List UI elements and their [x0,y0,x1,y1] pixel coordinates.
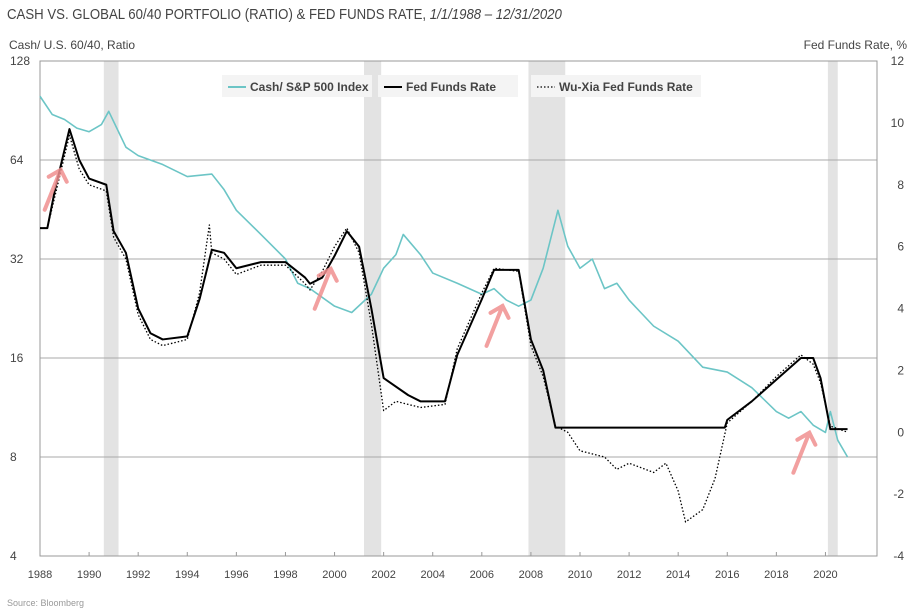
x-tick-label: 2004 [420,569,444,581]
legend-bg [378,75,518,97]
x-tick-label: 1998 [273,569,297,581]
right-axis-label: Fed Funds Rate, % [803,38,907,52]
right-tick-label: 12 [891,54,905,68]
right-tick-label: 0 [897,425,904,439]
source-note: Source: Bloomberg [7,598,85,608]
x-tick-label: 2000 [322,569,346,581]
x-tick-label: 2016 [715,569,739,581]
recession-band [103,61,119,556]
x-tick-label: 1994 [175,569,199,581]
x-tick-label: 1990 [77,569,101,581]
right-tick-label: 2 [897,363,904,377]
left-tick-label: 32 [10,252,24,266]
recession-band [528,61,566,556]
red-arrow-annotation [484,303,511,348]
red-arrow-annotation [42,166,69,212]
left-tick-label: 4 [10,549,17,563]
right-tick-label: -2 [893,487,904,501]
legend-label-1: Fed Funds Rate [406,80,496,94]
x-tick-label: 2018 [764,569,788,581]
left-tick-label: 128 [10,54,30,68]
x-tick-label: 2012 [617,569,641,581]
left-tick-label: 64 [10,153,24,167]
x-tick-label: 1992 [126,569,150,581]
x-tick-label: 1988 [28,569,52,581]
right-tick-label: 10 [891,116,905,130]
x-tick-label: 2008 [519,569,543,581]
chart-title: CASH VS. GLOBAL 60/40 PORTFOLIO (RATIO) … [7,6,562,23]
x-tick-label: 2006 [470,569,494,581]
plot-frame [39,60,878,557]
right-tick-label: -4 [893,549,904,563]
x-tick-label: 2010 [568,569,592,581]
right-tick-label: 4 [897,302,904,316]
right-tick-label: 6 [897,240,904,254]
recession-band [364,61,382,556]
x-tick-label: 2014 [666,569,690,581]
series-line-0 [39,95,849,458]
x-tick-label: 1996 [224,569,248,581]
red-arrow-annotation [791,429,818,475]
red-arrow-annotation [312,265,339,311]
legend-label-2: Wu-Xia Fed Funds Rate [559,80,693,94]
left-tick-label: 16 [10,351,24,365]
x-tick-label: 2002 [371,569,395,581]
legend-label-0: Cash/ S&P 500 Index [250,80,369,94]
legend-bg [531,75,701,97]
series-line-2 [40,134,848,523]
x-tick-label: 2020 [813,569,837,581]
right-tick-label: 8 [897,178,904,192]
left-tick-label: 8 [10,450,17,464]
recession-band [827,61,838,556]
legend-bg [222,75,372,97]
chart-subtitle: 1/1/1988 – 12/31/2020 [429,6,562,23]
left-axis-label: Cash/ U.S. 60/40, Ratio [9,38,136,52]
series-line-1 [40,128,848,431]
